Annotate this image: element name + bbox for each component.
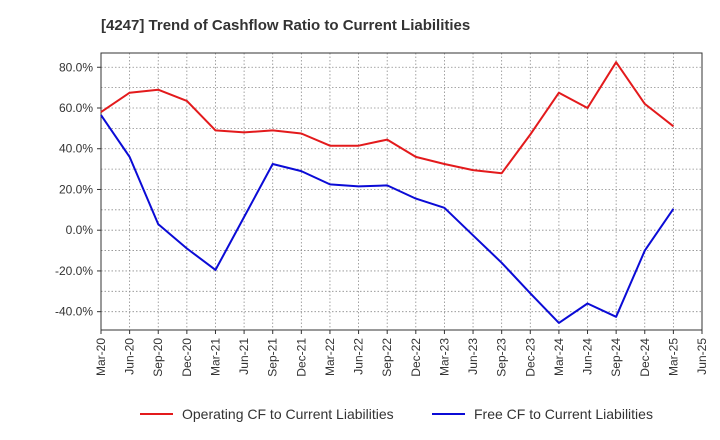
plot-area xyxy=(100,52,703,331)
x-tick-label: Jun-21 xyxy=(237,338,251,375)
x-tick-label: Sep-21 xyxy=(266,338,280,377)
x-tick-label: Sep-22 xyxy=(380,338,394,377)
series-lines xyxy=(100,61,675,324)
series-line-1 xyxy=(100,61,675,175)
x-tick-label: Dec-24 xyxy=(638,338,652,377)
legend-label: Operating CF to Current Liabilities xyxy=(182,406,394,422)
y-tick-label: 0.0% xyxy=(66,223,94,237)
x-axis: Mar-20 Jun-20 Sep-20 Dec-20 Mar-21 Jun-21 Sep-… xyxy=(94,330,709,377)
y-tick-label: 40.0% xyxy=(59,142,93,156)
x-tick-label: Mar-25 xyxy=(666,338,680,376)
series-line-2 xyxy=(100,114,675,324)
x-tick-label: Mar-23 xyxy=(437,338,451,376)
x-tick-label: Mar-24 xyxy=(552,338,566,376)
x-tick-label: Jun-22 xyxy=(352,338,366,375)
x-tick-label: Jun-24 xyxy=(581,338,595,375)
x-tick-label: Dec-21 xyxy=(294,338,308,377)
y-tick-label: 20.0% xyxy=(59,182,93,196)
x-tick-label: Dec-23 xyxy=(523,338,537,377)
y-tick-label: 60.0% xyxy=(59,101,93,115)
x-tick-label: Dec-22 xyxy=(409,338,423,377)
legend: Operating CF to Current Liabilities Free … xyxy=(140,406,653,422)
x-tick-label: Sep-20 xyxy=(151,338,165,377)
x-tick-label: Jun-20 xyxy=(123,338,137,375)
x-tick-label: Sep-23 xyxy=(495,338,509,377)
y-tick-label: 80.0% xyxy=(59,60,93,74)
x-tick-label: Jun-25 xyxy=(695,338,709,375)
y-tick-label: -40.0% xyxy=(55,305,93,319)
x-tick-label: Mar-20 xyxy=(94,338,108,376)
x-tick-label: Jun-23 xyxy=(466,338,480,375)
y-tick-label: -20.0% xyxy=(55,264,93,278)
legend-label: Free CF to Current Liabilities xyxy=(474,406,653,422)
x-tick-label: Mar-22 xyxy=(323,338,337,376)
x-tick-label: Dec-20 xyxy=(180,338,194,377)
chart-title: [4247] Trend of Cashflow Ratio to Curren… xyxy=(101,17,470,34)
y-axis: 80.0% 60.0% 40.0% 20.0% 0.0% -20.0% -40.0% xyxy=(55,60,101,319)
x-tick-label: Mar-21 xyxy=(208,338,222,376)
grid xyxy=(101,53,702,330)
x-tick-label: Sep-24 xyxy=(609,338,623,377)
